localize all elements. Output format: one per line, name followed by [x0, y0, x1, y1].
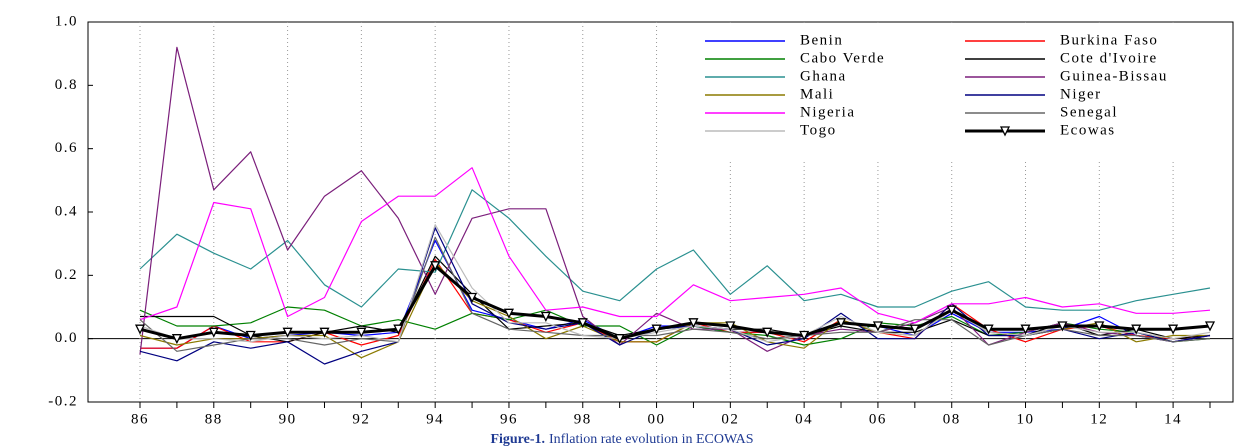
marker: [872, 321, 883, 332]
caption-label: Figure-1.: [490, 432, 545, 447]
legend-box: [690, 23, 1232, 161]
marker: [430, 261, 441, 272]
marker: [356, 327, 367, 338]
marker: [725, 321, 736, 332]
legend-label: Ghana: [800, 68, 847, 84]
legend-label: Mali: [800, 86, 834, 102]
marker: [999, 126, 1011, 137]
marker: [503, 308, 515, 319]
marker: [282, 327, 293, 338]
x-tick-label: 06: [869, 411, 887, 427]
marker: [983, 324, 994, 335]
x-tick-label: 90: [279, 411, 297, 427]
x-tick-label: 92: [352, 411, 370, 427]
marker: [946, 305, 957, 316]
legend-label: Niger: [1060, 86, 1102, 102]
x-tick-label: 94: [426, 411, 444, 427]
marker: [1094, 321, 1105, 332]
marker: [319, 327, 330, 338]
x-tick-label: 88: [205, 411, 223, 427]
series-line: [139, 224, 1211, 343]
marker: [909, 324, 920, 335]
legend-label: Burkina Faso: [1060, 32, 1158, 48]
marker: [208, 327, 219, 338]
x-tick-label: 04: [795, 411, 813, 427]
legend-label: Togo: [800, 122, 837, 138]
marker: [467, 292, 478, 303]
legend-label: Cote d'Ivoire: [1060, 50, 1158, 66]
marker: [393, 324, 404, 335]
x-tick-label: 86: [131, 411, 149, 427]
marker: [245, 330, 256, 341]
x-tick-label: 14: [1164, 411, 1182, 427]
legend-label: Ecowas: [1060, 122, 1116, 138]
marker: [835, 318, 847, 329]
marker: [1168, 324, 1179, 335]
x-tick-label: 12: [1090, 411, 1108, 427]
y-tick-label: 0.4: [55, 203, 78, 219]
y-tick-label: 0.0: [55, 330, 78, 346]
x-tick-label: 96: [500, 411, 518, 427]
y-tick-label: 0.6: [55, 140, 78, 156]
marker: [651, 324, 662, 335]
marker: [577, 318, 588, 329]
series-line: [139, 189, 1211, 311]
legend-label: Benin: [800, 32, 843, 48]
caption: Figure-1. Inflation rate evolution in ECO…: [490, 432, 753, 447]
x-tick-label: 10: [1017, 411, 1035, 427]
marker: [1057, 321, 1068, 332]
legend-label: Guinea-Bissau: [1060, 68, 1168, 84]
marker: [1131, 324, 1142, 335]
marker: [540, 311, 551, 322]
x-tick-label: 98: [574, 411, 592, 427]
series-line: [139, 264, 1211, 341]
x-tick-label: 02: [721, 411, 739, 427]
caption-text: Inflation rate evolution in ECOWAS: [549, 432, 754, 447]
marker: [1204, 321, 1216, 332]
marker: [688, 318, 699, 329]
marker: [171, 334, 182, 345]
legend: Benin Burkina Faso Cabo Verde Cote d'Ivoire…: [690, 23, 1232, 161]
legend-label: Cabo Verde: [800, 50, 885, 66]
y-tick-label: -0.2: [48, 393, 78, 409]
marker: [762, 327, 773, 338]
marker: [134, 324, 146, 335]
series-line: [139, 46, 1211, 355]
legend-label: Nigeria: [800, 104, 855, 120]
y-tick-label: 1.0: [55, 13, 78, 29]
series-line: [139, 167, 1211, 324]
legend-label: Senegal: [1060, 104, 1118, 120]
marker: [614, 334, 625, 345]
x-tick-label: 00: [648, 411, 666, 427]
marker: [799, 330, 810, 341]
y-tick-label: 0.8: [55, 77, 78, 93]
y-tick-label: 0.2: [55, 267, 78, 283]
x-tick-label: 08: [943, 411, 961, 427]
marker: [1020, 324, 1031, 335]
